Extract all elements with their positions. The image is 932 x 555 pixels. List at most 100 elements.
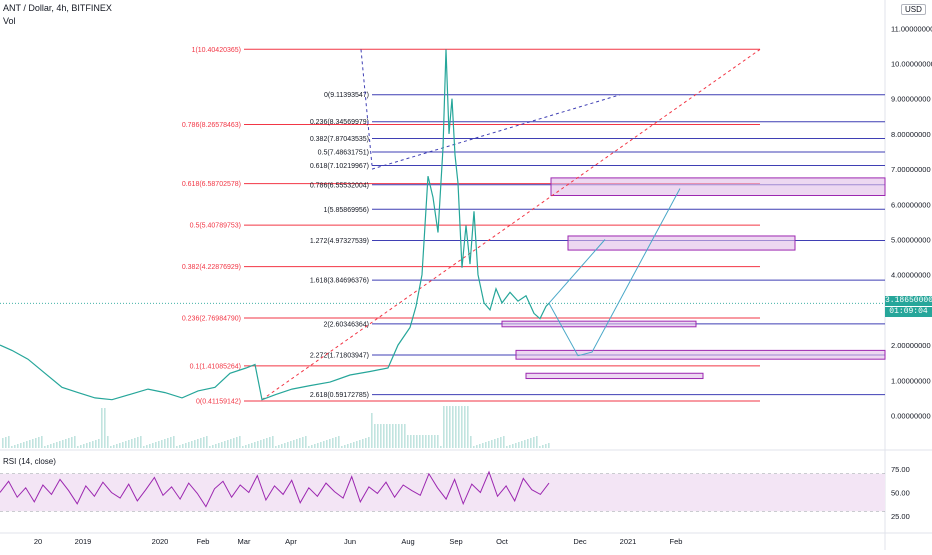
volume-bar [275,446,277,448]
fib-left-label: 1(10.40420365) [192,47,241,54]
volume-bar [20,443,22,448]
volume-bar [137,437,139,448]
volume-bar [221,442,223,448]
volume-bar [203,437,205,448]
volume-bar [71,437,73,448]
volume-bar [245,445,247,448]
volume-bar [185,443,187,448]
volume-bar [29,440,31,448]
volume-bar [38,437,40,448]
x-tick-label: Mar [238,537,251,546]
volume-bar [284,443,286,448]
volume-bar [119,443,121,448]
volume-bar [128,440,130,448]
volume-bar [383,424,385,448]
volume-bar [233,438,235,448]
volume-bar [548,443,550,448]
volume-bar [227,440,229,448]
y-tick-label: 2.00000000 [891,341,931,350]
volume-bar [341,446,343,448]
volume-bar [377,424,379,448]
y-tick-label: 1.00000000 [891,376,931,385]
currency-button[interactable]: USD [901,4,926,15]
volume-bar [353,442,355,448]
volume-bar [80,445,82,448]
y-tick-label: 7.00000000 [891,165,931,174]
volume-bar [200,438,202,448]
volume-bar [380,424,382,448]
volume-bar [110,446,112,448]
volume-bar [482,443,484,448]
volume-bar [410,435,412,448]
volume-bar [329,439,331,448]
volume-bar [464,406,466,448]
volume-label: Vol [3,16,16,26]
volume-bar [293,440,295,448]
volume-bar [461,406,463,448]
projection-path [548,188,681,357]
volume-bar [350,443,352,448]
volume-bar [116,444,118,448]
volume-bar [251,443,253,448]
volume-bar [401,424,403,448]
volume-bar [152,443,154,448]
volume-bar [305,436,307,448]
price-series-line [0,49,550,401]
volume-bar [35,438,37,448]
x-tick-label: Sep [449,537,462,546]
volume-bar [539,446,541,448]
x-tick-label: 2020 [152,537,169,546]
volume-bar [26,441,28,448]
current-price-badge: 3.18650000 [885,296,932,306]
volume-bar [362,439,364,448]
volume-bar [416,435,418,448]
x-tick-label: 2019 [75,537,92,546]
fib-right-label: 2.272(1.71803947) [310,353,369,360]
volume-bar [140,436,142,448]
volume-bar [542,445,544,448]
volume-bar [263,439,265,448]
volume-bar [44,446,46,448]
volume-bar [404,424,406,448]
fib-right-label: 0.236(8.34569979) [310,119,369,126]
x-tick-label: Dec [573,537,587,546]
x-tick-label: Jun [344,537,356,546]
volume-bar [326,440,328,448]
volume-bar [437,435,439,448]
volume-bar [431,435,433,448]
volume-bar [521,441,523,448]
volume-bar [83,444,85,448]
volume-bar [176,446,178,448]
volume-bar [449,406,451,448]
volume-bar [425,435,427,448]
volume-bar [344,445,346,448]
fib-right-label: 0.786(6.55532004) [310,182,369,189]
volume-bar [413,435,415,448]
volume-bar [206,436,208,448]
volume-bar [332,438,334,448]
volume-bar [524,440,526,448]
volume-bar [47,445,49,448]
volume-bar [473,446,475,448]
volume-bar [32,439,34,448]
volume-bar [125,441,127,448]
volume-bar [146,445,148,448]
volume-bar [260,440,262,448]
symbol-title: ANT / Dollar, 4h, BITFINEX [3,3,112,13]
target-zone [501,320,697,328]
volume-bar [269,437,271,448]
volume-bar [497,438,499,448]
volume-bar [179,445,181,448]
volume-bar [320,442,322,448]
volume-bar [395,424,397,448]
target-zone [567,235,796,251]
volume-bar [509,445,511,448]
volume-bar [86,443,88,448]
volume-bar [164,439,166,448]
x-tick-label: Aug [401,537,414,546]
y-tick-label: 9.00000000 [891,95,931,104]
volume-bar [2,438,4,448]
volume-bar [113,445,115,448]
